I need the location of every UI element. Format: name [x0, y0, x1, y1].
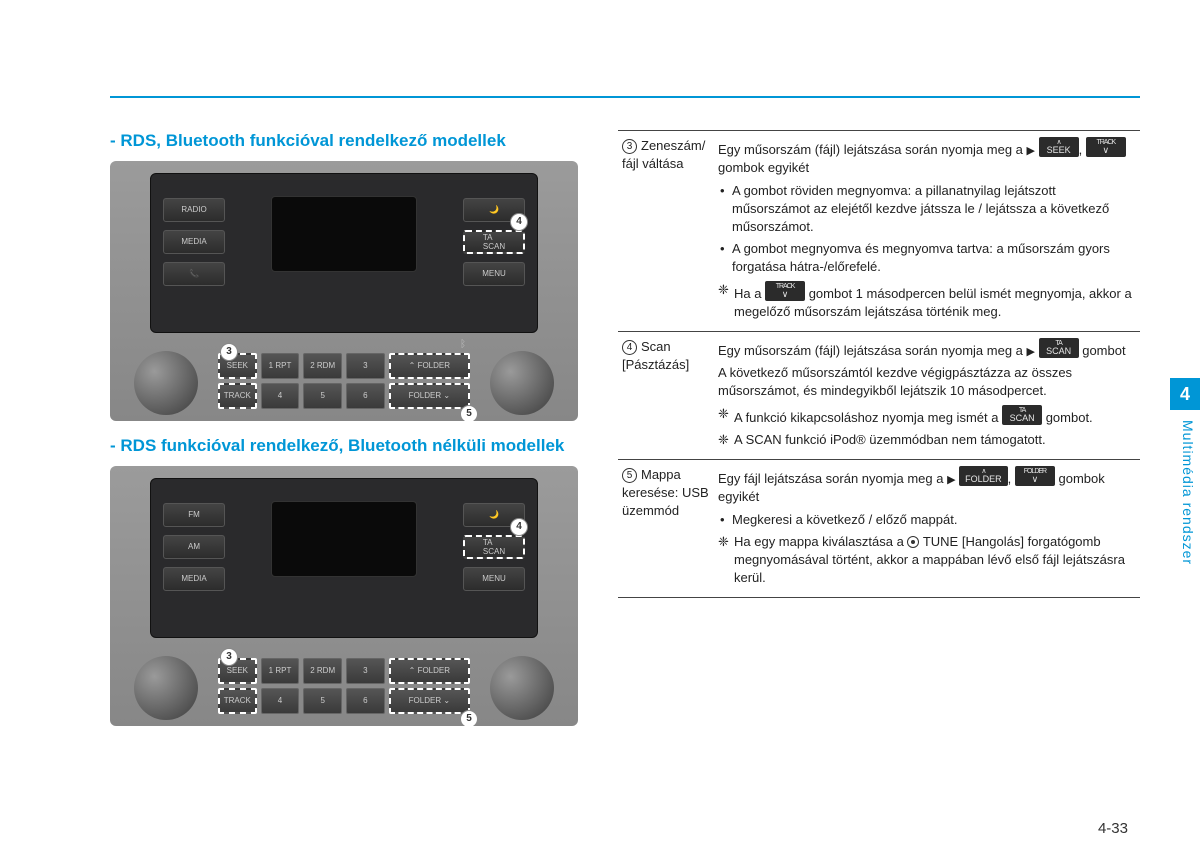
table-row: 3Zeneszám/ fájl váltása Egy műsorszám (f…	[618, 131, 1140, 332]
preset-3: 3	[346, 353, 385, 379]
preset-6: 6	[346, 383, 385, 409]
note: A SCAN funkció iPod® üzemmódban nem támo…	[718, 431, 1136, 449]
radio-knob-right	[490, 656, 554, 720]
preset-1: 1 RPT	[261, 658, 300, 684]
play-icon: ▶	[947, 474, 955, 486]
preset-folder-up: ⌃ FOLDER	[389, 658, 470, 684]
radio-unit-bluetooth: RADIO MEDIA 📞 🌙 TA SCAN MENU ᛒ SEEK 1 RP…	[110, 161, 578, 421]
bluetooth-icon: ᛒ	[460, 339, 466, 350]
page-number: 4-33	[1098, 820, 1128, 837]
chapter-title: Multimédia rendszer	[1180, 420, 1196, 565]
row-body: A következő műsorszámtól kezdve végigpás…	[718, 364, 1136, 400]
row-label: 4Scan [Pásztázás]	[618, 331, 714, 459]
list-item: Megkeresi a következő / előző mappát.	[718, 511, 1136, 529]
row-label: 3Zeneszám/ fájl váltása	[618, 131, 714, 332]
radio-screen	[271, 196, 417, 272]
page-content: - RDS, Bluetooth funkcióval rendelkező m…	[110, 130, 1140, 801]
folder-down-button-icon: FOLDER∨	[1015, 466, 1055, 486]
list-item: A gombot röviden megnyomva: a pillanatny…	[718, 182, 1136, 237]
preset-2: 2 RDM	[303, 658, 342, 684]
preset-track: TRACK	[218, 688, 257, 714]
ta-scan-button-icon: TASCAN	[1002, 405, 1042, 425]
heading-rds-bt: - RDS, Bluetooth funkcióval rendelkező m…	[110, 130, 590, 153]
play-icon: ▶	[1027, 145, 1035, 157]
callout-4: 4	[510, 518, 528, 536]
callout-3: 3	[220, 343, 238, 361]
radio-btn-menu: MENU	[463, 262, 525, 286]
radio-btn-media: MEDIA	[163, 567, 225, 591]
radio-btn-ta-scan: TA SCAN	[463, 230, 525, 254]
chapter-tab: 4	[1170, 378, 1200, 410]
preset-5: 5	[303, 688, 342, 714]
preset-grid: SEEK 1 RPT 2 RDM 3 ⌃ FOLDER TRACK 4 5 6 …	[218, 353, 470, 409]
callout-5: 5	[460, 710, 478, 726]
preset-4: 4	[261, 688, 300, 714]
table-row: 4Scan [Pásztázás] Egy műsorszám (fájl) l…	[618, 331, 1140, 459]
list-item: A gombot megnyomva és megnyomva tartva: …	[718, 240, 1136, 276]
radio-unit-no-bluetooth: FM AM MEDIA 🌙 TA SCAN MENU SEEK 1 RPT 2 …	[110, 466, 578, 726]
radio-btn-menu: MENU	[463, 567, 525, 591]
radio-btn-radio: RADIO	[163, 198, 225, 222]
radio-btn-phone: 📞	[163, 262, 225, 286]
radio-knob-right	[490, 351, 554, 415]
preset-3: 3	[346, 658, 385, 684]
track-button-icon: TRACK∨	[765, 281, 805, 301]
ta-scan-button-icon: TASCAN	[1039, 338, 1079, 358]
folder-up-button-icon: ∧FOLDER	[959, 466, 1008, 486]
right-column: 3Zeneszám/ fájl váltása Egy műsorszám (f…	[618, 130, 1140, 801]
top-rule	[110, 96, 1140, 98]
radio-screen	[271, 501, 417, 577]
left-column: - RDS, Bluetooth funkcióval rendelkező m…	[110, 130, 590, 801]
preset-6: 6	[346, 688, 385, 714]
row-label: 5Mappa keresése: USB üzemmód	[618, 460, 714, 598]
note: A funkció kikapcsoláshoz nyomja meg ismé…	[718, 405, 1136, 427]
preset-4: 4	[261, 383, 300, 409]
row-desc: Egy műsorszám (fájl) lejátszása során ny…	[714, 131, 1140, 332]
heading-rds-nobt: - RDS funkcióval rendelkező, Bluetooth n…	[110, 435, 590, 458]
note: Ha a TRACK∨ gombot 1 másodpercen belül i…	[718, 281, 1136, 321]
preset-folder-dn: FOLDER ⌄	[389, 383, 470, 409]
preset-5: 5	[303, 383, 342, 409]
callout-3: 3	[220, 648, 238, 666]
play-icon: ▶	[1027, 346, 1035, 358]
preset-grid: SEEK 1 RPT 2 RDM 3 ⌃ FOLDER TRACK 4 5 6 …	[218, 658, 470, 714]
preset-folder-up: ⌃ FOLDER	[389, 353, 470, 379]
radio-btn-fm: FM	[163, 503, 225, 527]
functions-table: 3Zeneszám/ fájl váltása Egy műsorszám (f…	[618, 130, 1140, 598]
row-desc: Egy műsorszám (fájl) lejátszása során ny…	[714, 331, 1140, 459]
radio-btn-am: AM	[163, 535, 225, 559]
preset-2: 2 RDM	[303, 353, 342, 379]
table-row: 5Mappa keresése: USB üzemmód Egy fájl le…	[618, 460, 1140, 598]
note: Ha egy mappa kiválasztása a TUNE [Hangol…	[718, 533, 1136, 588]
radio-btn-media: MEDIA	[163, 230, 225, 254]
callout-5: 5	[460, 405, 478, 421]
radio-btn-ta-scan: TA SCAN	[463, 535, 525, 559]
row-desc: Egy fájl lejátszása során nyomja meg a ▶…	[714, 460, 1140, 598]
tune-knob-icon	[907, 536, 919, 548]
callout-4: 4	[510, 213, 528, 231]
preset-1: 1 RPT	[261, 353, 300, 379]
preset-folder-dn: FOLDER ⌄	[389, 688, 470, 714]
preset-track: TRACK	[218, 383, 257, 409]
track-button-icon: TRACK∨	[1086, 137, 1126, 157]
seek-button-icon: ∧SEEK	[1039, 137, 1079, 157]
radio-knob-left	[134, 656, 198, 720]
radio-knob-left	[134, 351, 198, 415]
